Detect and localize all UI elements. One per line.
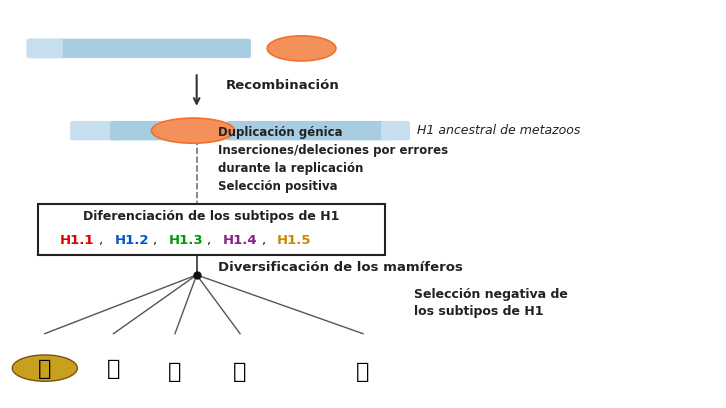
Text: 🐀: 🐀 (233, 362, 247, 382)
FancyBboxPatch shape (381, 121, 410, 140)
Text: H1.1: H1.1 (60, 234, 94, 247)
FancyBboxPatch shape (70, 121, 121, 140)
Text: Selección negativa de
los subtipos de H1: Selección negativa de los subtipos de H1 (414, 288, 568, 318)
Text: Diversificación de los mamíferos: Diversificación de los mamíferos (219, 261, 463, 274)
Ellipse shape (152, 118, 234, 143)
Text: ,: , (98, 234, 102, 247)
Text: 🐯: 🐯 (38, 359, 52, 379)
Text: H1.4: H1.4 (223, 234, 257, 247)
Text: Recombinación: Recombinación (226, 79, 339, 92)
Text: 🦍: 🦍 (168, 362, 182, 382)
Text: H1.5: H1.5 (277, 234, 311, 247)
Text: H1 ancestral de metazoos: H1 ancestral de metazoos (417, 124, 581, 137)
FancyBboxPatch shape (27, 39, 63, 58)
FancyBboxPatch shape (110, 121, 189, 140)
Ellipse shape (12, 355, 78, 381)
FancyBboxPatch shape (226, 121, 392, 140)
Text: ,: , (206, 234, 211, 247)
Text: 🐬: 🐬 (107, 359, 121, 379)
Text: ,: , (152, 234, 156, 247)
Text: Duplicación génica
Inserciones/deleciones por errores
durante la replicación
Sel: Duplicación génica Inserciones/delecione… (219, 126, 449, 193)
Text: ,: , (261, 234, 265, 247)
Text: 🐘: 🐘 (356, 362, 370, 382)
Text: Diferenciación de los subtipos de H1: Diferenciación de los subtipos de H1 (83, 211, 339, 224)
Ellipse shape (267, 36, 336, 61)
Text: H1.2: H1.2 (114, 234, 149, 247)
FancyBboxPatch shape (38, 204, 385, 255)
Text: H1.3: H1.3 (168, 234, 203, 247)
FancyBboxPatch shape (27, 39, 251, 58)
